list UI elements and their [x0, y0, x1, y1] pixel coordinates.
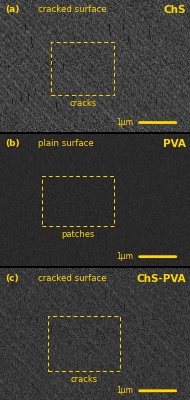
Text: ChS: ChS: [164, 5, 186, 15]
Bar: [42, 176, 114, 226]
Text: (c): (c): [5, 274, 18, 282]
Text: cracks: cracks: [69, 99, 96, 108]
Text: PVA: PVA: [163, 139, 186, 149]
Text: cracks: cracks: [70, 375, 97, 384]
Text: ChS-PVA: ChS-PVA: [137, 274, 186, 284]
Text: plain surface: plain surface: [38, 139, 94, 148]
Text: cracked surface: cracked surface: [38, 5, 107, 14]
Text: patches: patches: [61, 230, 95, 239]
Text: 1μm: 1μm: [116, 118, 133, 127]
Bar: [48, 316, 120, 371]
Text: cracked surface: cracked surface: [38, 274, 107, 282]
Text: 1μm: 1μm: [116, 386, 133, 395]
Text: (b): (b): [5, 139, 19, 148]
Text: (a): (a): [5, 5, 19, 14]
Text: 1μm: 1μm: [116, 252, 133, 261]
Bar: [51, 42, 114, 95]
